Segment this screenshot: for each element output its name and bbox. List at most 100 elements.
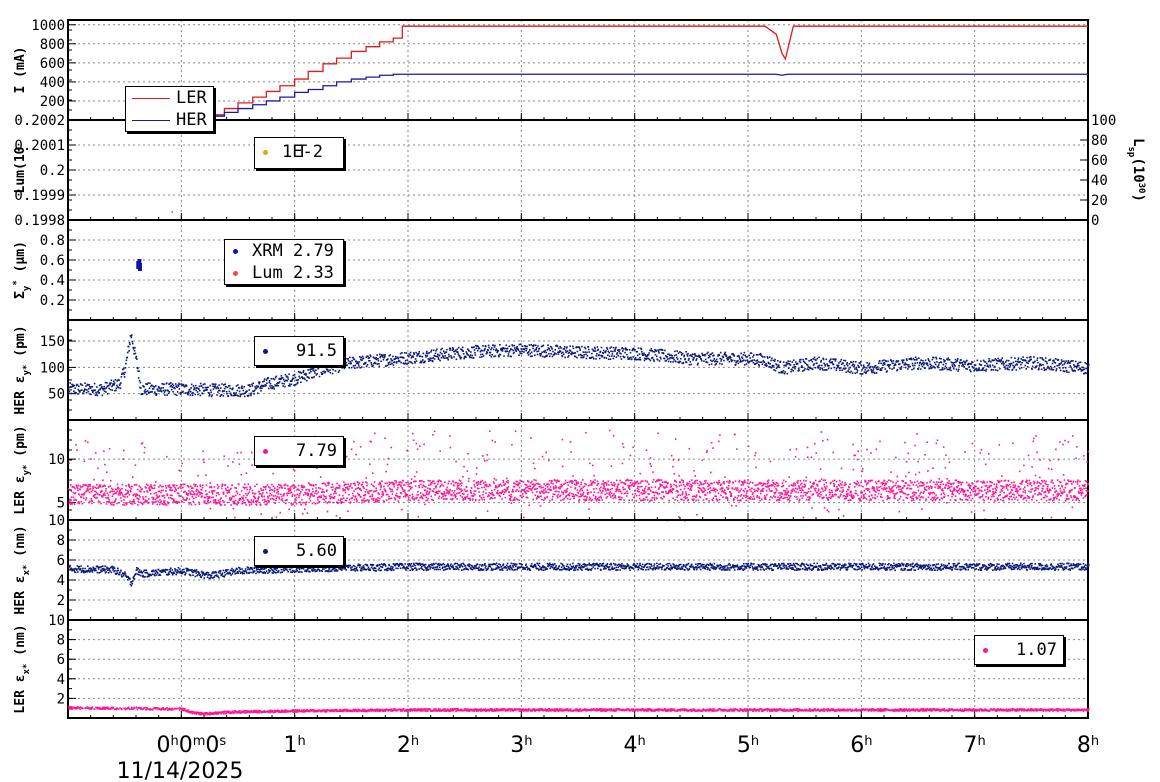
data-point (598, 499, 601, 501)
data-point (728, 482, 730, 484)
data-point (302, 512, 304, 515)
data-point (541, 498, 543, 501)
data-point (137, 377, 140, 379)
data-point (88, 501, 90, 504)
data-point (99, 484, 102, 486)
data-point (332, 366, 335, 368)
data-point (182, 390, 184, 393)
data-point (418, 351, 420, 353)
data-point (426, 499, 429, 502)
data-point (367, 357, 370, 360)
data-point (231, 495, 234, 498)
data-point (565, 351, 567, 354)
data-point (659, 348, 661, 351)
data-point (495, 349, 498, 351)
data-point (206, 495, 209, 498)
data-point (341, 367, 343, 369)
data-point (497, 350, 499, 352)
y-tick-label: 600 (40, 56, 65, 72)
data-point (119, 488, 122, 491)
data-point (643, 359, 646, 362)
data-point (293, 484, 295, 486)
data-point (660, 484, 662, 486)
data-point (332, 368, 334, 371)
data-point (756, 359, 759, 361)
data-point (279, 466, 282, 468)
data-point (191, 394, 194, 397)
data-point (853, 364, 856, 366)
data-point (404, 491, 406, 494)
data-point (872, 369, 874, 372)
data-point (516, 489, 518, 491)
data-point (345, 483, 347, 486)
data-point (359, 367, 362, 369)
data-point (484, 484, 486, 486)
data-point (434, 494, 436, 496)
data-point (633, 496, 635, 499)
data-point (825, 358, 828, 361)
data-point (569, 441, 572, 443)
data-point (355, 488, 357, 490)
data-point (429, 480, 431, 482)
data-point (976, 369, 978, 372)
data-point (291, 493, 294, 496)
data-point (528, 344, 531, 346)
data-point (608, 484, 610, 486)
data-point (170, 388, 173, 391)
data-point (685, 361, 687, 363)
data-point (727, 487, 730, 490)
data-point (926, 363, 928, 366)
data-point (803, 369, 805, 372)
data-point (875, 372, 878, 374)
data-point (797, 370, 799, 372)
data-point (619, 352, 621, 355)
data-point (957, 370, 959, 372)
data-point (278, 378, 280, 380)
data-point (668, 499, 670, 502)
data-point (199, 382, 202, 385)
data-point (1084, 371, 1087, 374)
data-point (1042, 359, 1045, 361)
data-point (255, 504, 258, 506)
data-point (974, 368, 976, 371)
data-point (273, 489, 276, 492)
data-point (205, 474, 207, 476)
data-point (1068, 371, 1070, 374)
data-point (966, 359, 968, 362)
data-point (135, 494, 137, 497)
data-point (105, 488, 107, 490)
data-point (500, 349, 503, 352)
data-point (174, 488, 177, 490)
data-point (1004, 368, 1007, 370)
data-point (88, 384, 90, 386)
data-point (95, 491, 98, 494)
data-point (209, 393, 211, 396)
data-point (589, 484, 591, 486)
data-point (534, 488, 537, 490)
data-point (632, 485, 635, 487)
data-point (638, 358, 640, 361)
data-point (494, 441, 496, 443)
data-point (1030, 358, 1032, 361)
data-point (945, 362, 947, 365)
data-point (401, 352, 403, 354)
data-point (370, 489, 373, 492)
data-point (286, 494, 288, 497)
data-point (586, 492, 589, 494)
data-point (618, 498, 621, 501)
data-point (798, 369, 800, 372)
data-point (484, 348, 486, 350)
data-point (883, 359, 885, 361)
data-point (536, 491, 538, 493)
data-point (533, 488, 536, 491)
data-point (576, 494, 578, 497)
data-point (865, 372, 867, 374)
data-point (241, 501, 244, 503)
data-point (321, 491, 323, 493)
data-point (499, 353, 502, 356)
data-point (145, 383, 147, 385)
data-point (382, 358, 385, 361)
data-point (789, 364, 792, 366)
data-point (644, 491, 647, 493)
data-point (551, 348, 553, 350)
